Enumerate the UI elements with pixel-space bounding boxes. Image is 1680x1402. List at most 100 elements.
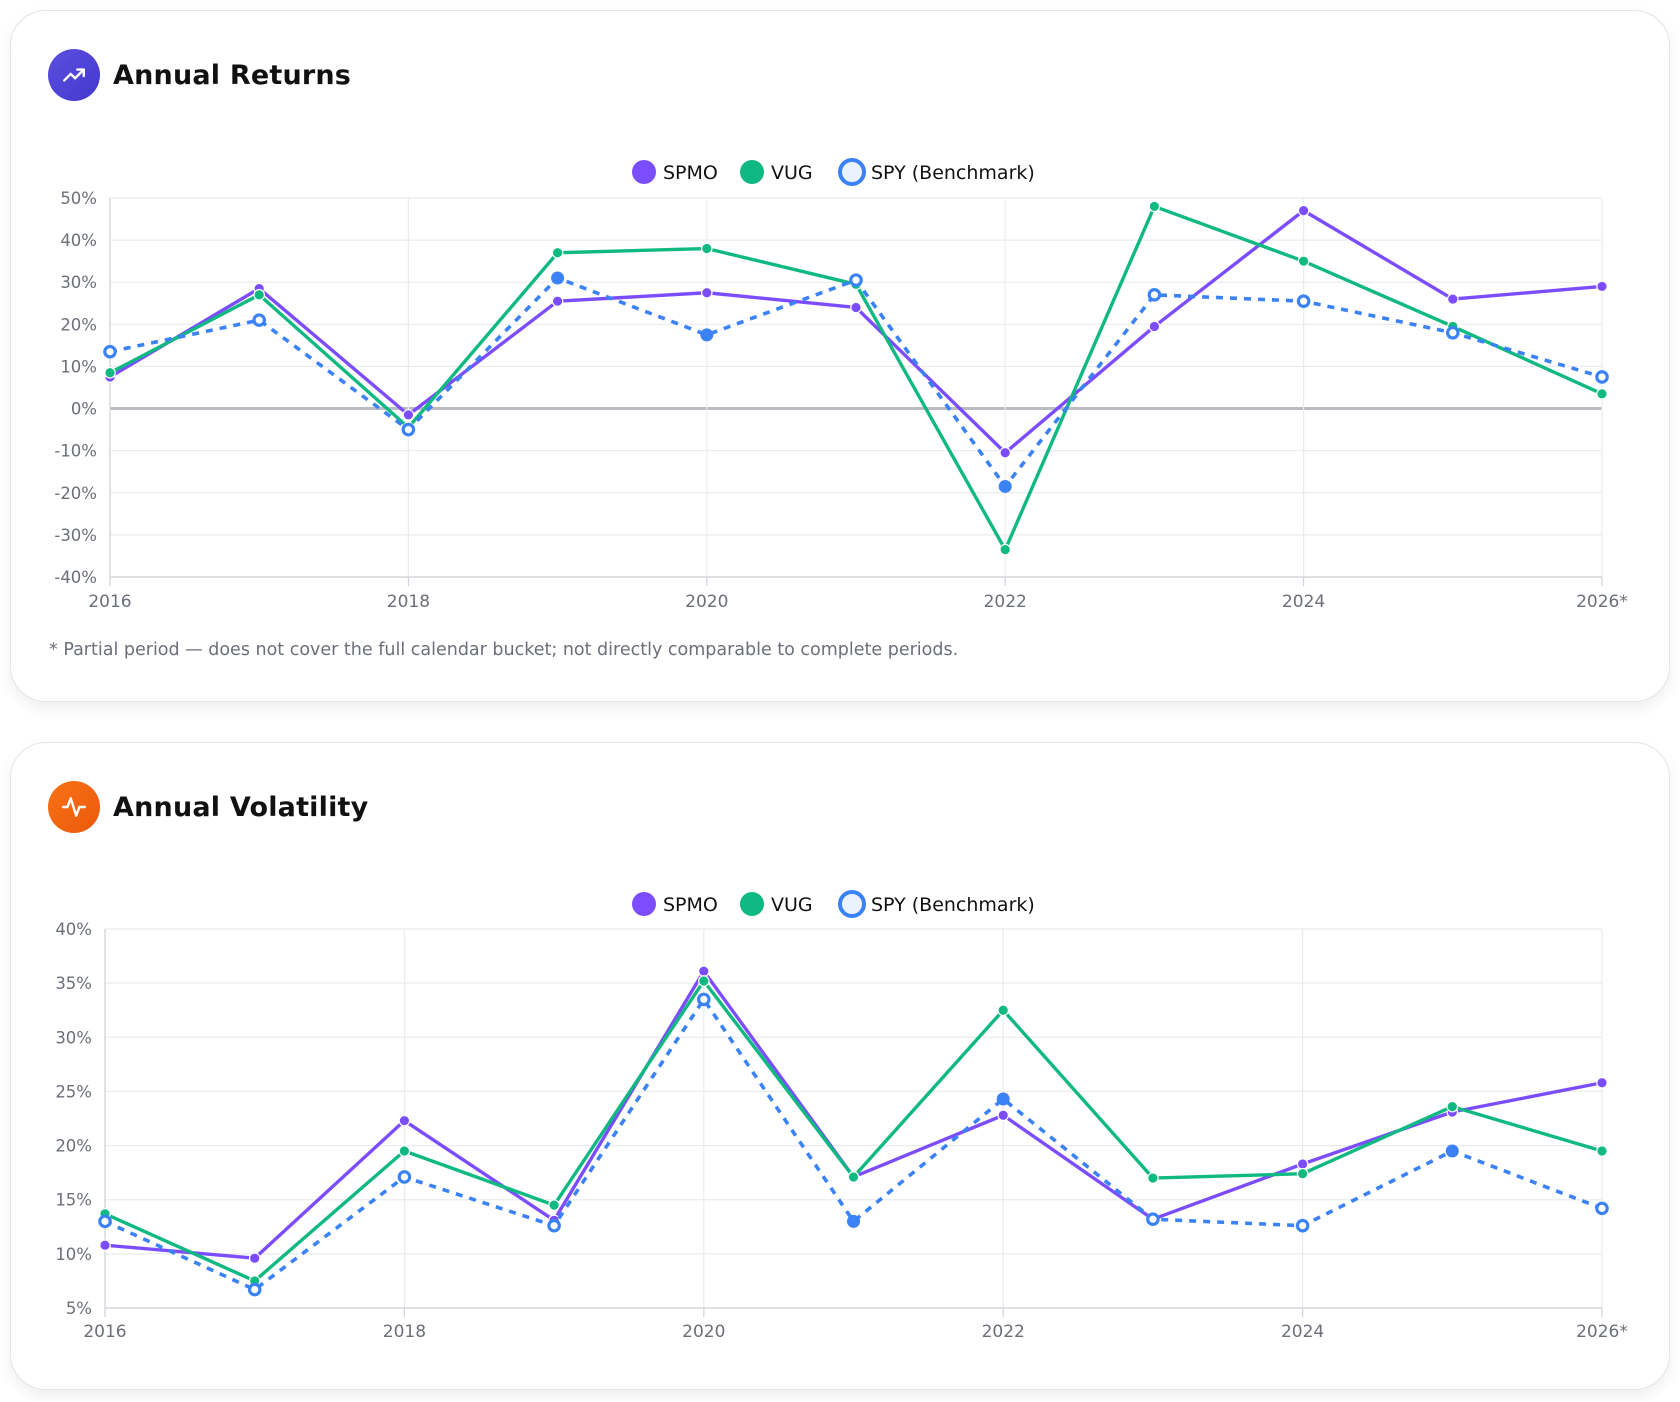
y-tick-label: 40% (60, 231, 97, 250)
legend-label-vug: VUG (771, 894, 813, 916)
data-point (248, 1252, 261, 1264)
data-point (401, 422, 416, 437)
x-tick-label: 2026* (1576, 592, 1628, 612)
data-point (1297, 255, 1310, 267)
data-point (1296, 1167, 1309, 1180)
legend-marker-spmo (632, 160, 656, 184)
annual-returns-card: 50% 40% 30% 20% 10% 0% -10% -20% -30% -40% 2016 201… (10, 10, 1670, 702)
annual-returns-chart: 50% 40% 30% 20% 10% 0% -10% -20% -30% -40% 2016 201… (54, 158, 1628, 612)
legend-marker-vug (740, 892, 764, 916)
data-point (700, 242, 713, 255)
y-tick-label: 25% (55, 1082, 92, 1101)
data-point (1297, 204, 1310, 217)
y-tick-label: 40% (55, 920, 92, 939)
data-point (1148, 200, 1161, 213)
series-spy-benchmark (98, 992, 1609, 1297)
legend: SPMO VUG SPY (Benchmark) (632, 158, 1035, 186)
legend: SPMO VUG SPY (Benchmark) (632, 890, 1035, 918)
data-point (999, 446, 1011, 459)
data-point (398, 1145, 411, 1157)
data-point (398, 1114, 411, 1127)
data-point (1295, 1218, 1310, 1233)
data-point (1446, 325, 1460, 340)
grid-lines (104, 928, 1603, 1317)
data-point (548, 1199, 560, 1211)
series-spmo (104, 204, 1608, 459)
data-point (98, 1214, 112, 1229)
legend-label-spy-benchmark: SPY (Benchmark) (871, 894, 1035, 916)
series-line-vug (104, 979, 1603, 1283)
legend-label-spmo: SPMO (663, 894, 718, 916)
y-tick-label: 10% (60, 357, 97, 376)
legend-marker-vug (740, 160, 764, 184)
data-point (997, 1004, 1009, 1017)
y-tick-label: -10% (54, 442, 97, 461)
data-point (253, 289, 265, 301)
data-point (697, 975, 710, 987)
data-point (551, 295, 564, 307)
x-tick-label: 2024 (1282, 592, 1325, 612)
data-point (1446, 1100, 1459, 1113)
data-point (1296, 1158, 1309, 1170)
data-point (252, 313, 266, 327)
series-line-vug (109, 204, 1603, 552)
data-point (999, 543, 1011, 556)
data-point (402, 409, 415, 421)
activity-pulse-icon (48, 781, 100, 833)
legend-marker-spmo (632, 892, 656, 916)
data-point (1148, 320, 1161, 333)
y-tick-label: 15% (55, 1191, 92, 1210)
data-point (1595, 1201, 1609, 1216)
y-tick-label: 10% (55, 1245, 92, 1264)
data-point (700, 286, 713, 299)
y-tick-label: 0% (71, 400, 97, 419)
legend-label-vug: VUG (771, 162, 813, 184)
data-point (1596, 388, 1608, 400)
annual-volatility-chart: 40% 35% 30% 25% 20% 15% 10% 5% 2016 2018 2020 2022 2… (55, 890, 1628, 1342)
y-tick-label: 20% (60, 315, 97, 334)
annual-volatility-card: 40% 35% 30% 25% 20% 15% 10% 5% 2016 2018 2020 2022 2… (10, 742, 1670, 1390)
x-tick-label: 2022 (982, 1322, 1025, 1342)
data-point (1596, 1145, 1608, 1157)
data-point (547, 1218, 561, 1233)
card-title: Annual Returns (113, 59, 352, 91)
y-tick-label: 35% (55, 974, 92, 993)
data-point (1147, 288, 1162, 302)
annual-volatility-header: Annual Volatility (48, 781, 368, 833)
data-point (998, 479, 1012, 493)
data-point (697, 965, 710, 978)
legend-label-spmo: SPMO (663, 162, 718, 184)
data-point (104, 366, 116, 379)
data-point (997, 1109, 1009, 1122)
y-tick-label: 30% (60, 273, 97, 292)
partial-period-footnote: * Partial period — does not cover the fu… (49, 640, 959, 660)
data-point (849, 273, 863, 287)
data-point (1147, 1172, 1159, 1184)
y-tick-label: 20% (55, 1137, 92, 1156)
data-point (99, 1239, 111, 1251)
data-point (847, 1214, 860, 1228)
data-point (1146, 1212, 1160, 1227)
data-point (996, 1092, 1010, 1106)
x-tick-label: 2016 (83, 1322, 126, 1342)
x-tick-label: 2026* (1576, 1322, 1628, 1342)
series-spy-benchmark (103, 271, 1609, 493)
data-point (1595, 370, 1609, 384)
data-point (247, 1282, 262, 1297)
series-line-spmo (109, 208, 1603, 455)
annual-returns-header: Annual Returns (48, 49, 351, 101)
data-point (103, 344, 117, 359)
x-tick-label: 2018 (387, 592, 430, 612)
legend-marker-spy-benchmark (838, 158, 866, 186)
data-point (1445, 1144, 1459, 1158)
legend-label-spy-benchmark: SPY (Benchmark) (871, 162, 1035, 184)
data-point (397, 1170, 412, 1184)
x-tick-label: 2022 (984, 592, 1027, 612)
data-point (1596, 1076, 1608, 1089)
data-point (847, 1171, 860, 1183)
x-tick-label: 2024 (1281, 1322, 1324, 1342)
legend-marker-spy-benchmark (838, 890, 866, 918)
x-tick-label: 2018 (383, 1322, 426, 1342)
y-tick-label: -30% (54, 526, 97, 545)
data-point (1296, 294, 1311, 308)
